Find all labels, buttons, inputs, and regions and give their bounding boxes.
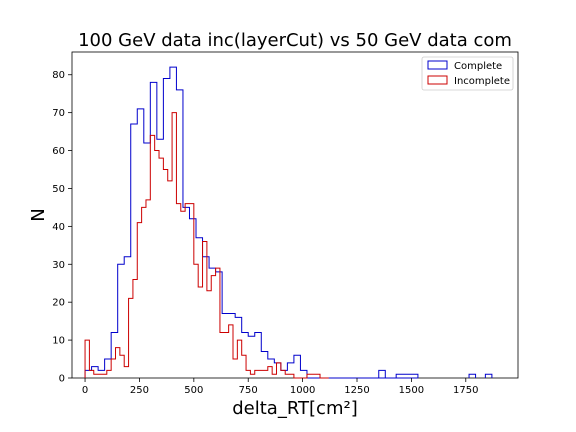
y-axis-ticks: 0 10 20 30 40 50 60 70 80 — [52, 70, 72, 385]
x-tick-label: 750 — [239, 385, 258, 396]
y-tick-label: 80 — [52, 70, 65, 81]
series-complete-bin-3 — [484, 373, 493, 378]
plot-area — [71, 51, 519, 379]
y-tick-label: 60 — [52, 146, 65, 157]
plot-frame — [71, 51, 519, 379]
series-layer — [84, 66, 493, 379]
y-tick-label: 70 — [52, 108, 65, 119]
series-complete-bin-0 — [378, 369, 386, 378]
legend-swatch-complete — [427, 60, 448, 70]
series-incomplete-outline — [84, 112, 329, 379]
series-complete-bin-2 — [468, 373, 477, 378]
legend-label-complete: Complete — [454, 61, 502, 72]
y-tick-label: 50 — [52, 184, 65, 195]
chart-title: 100 GeV data inc(layerCut) vs 50 GeV dat… — [78, 30, 512, 51]
x-axis-label: delta_RT[cm²] — [232, 398, 357, 419]
x-axis-ticks: 0 250 500 750 1000 1250 1500 1750 — [82, 378, 479, 396]
x-tick-label: 1750 — [453, 385, 478, 396]
x-tick-label: 1000 — [290, 385, 315, 396]
y-tick-label: 0 — [59, 374, 65, 385]
series-complete-bin-1 — [395, 373, 419, 378]
y-tick-label: 10 — [52, 336, 65, 347]
x-tick-label: 1250 — [344, 385, 369, 396]
y-axis-label: N — [28, 208, 49, 221]
x-tick-label: 1500 — [399, 385, 424, 396]
legend-swatch-incomplete — [427, 75, 448, 85]
legend: Complete Incomplete — [421, 56, 514, 91]
x-tick-label: 500 — [184, 385, 203, 396]
legend-label-incomplete: Incomplete — [454, 76, 510, 87]
y-tick-label: 20 — [52, 298, 65, 309]
x-tick-label: 0 — [82, 385, 88, 396]
y-tick-label: 30 — [52, 260, 65, 271]
y-tick-label: 40 — [52, 222, 65, 233]
x-tick-label: 250 — [130, 385, 149, 396]
legend-box — [421, 56, 514, 91]
